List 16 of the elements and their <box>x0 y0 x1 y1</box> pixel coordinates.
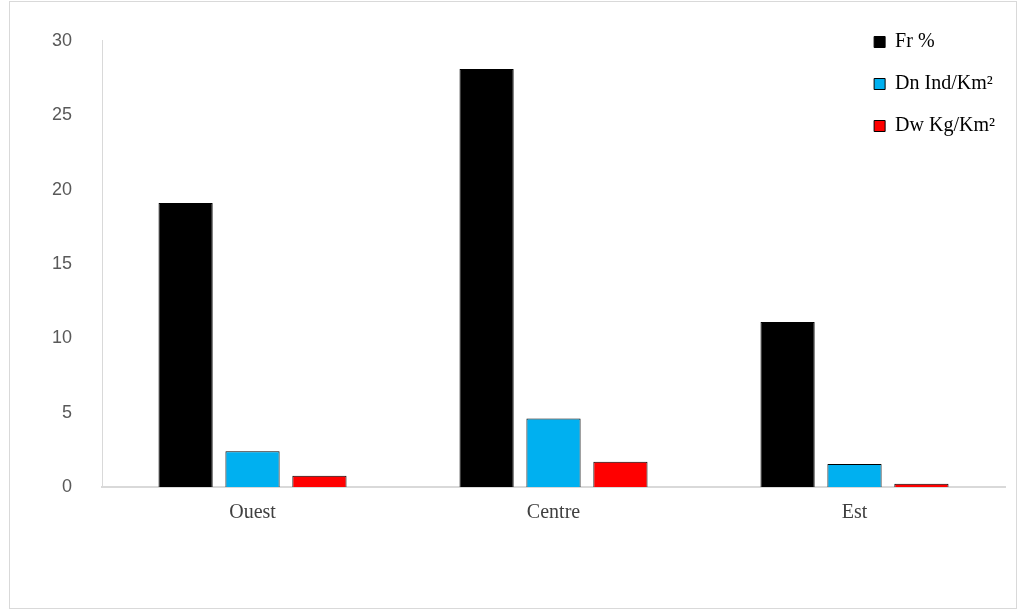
x-tick-label: Ouest <box>229 500 277 523</box>
y-tick-label: 25 <box>51 104 73 125</box>
x-tick-label: Est <box>841 500 868 523</box>
y-tick-label: 30 <box>51 29 73 50</box>
legend-label: Dw Kg/Km² <box>895 113 996 137</box>
legend-label: Dn Ind/Km² <box>895 71 993 94</box>
y-tick-label: 5 <box>62 401 73 422</box>
x-tick-label: Centre <box>526 500 581 523</box>
y-tick-label: 15 <box>51 252 73 273</box>
y-tick-label: 0 <box>62 475 73 496</box>
y-tick-label: 10 <box>51 327 73 348</box>
bar <box>158 202 213 487</box>
y-tick-label: 20 <box>51 178 73 199</box>
bar <box>459 69 514 487</box>
legend-label: Fr % <box>895 29 935 52</box>
bar <box>760 321 815 487</box>
